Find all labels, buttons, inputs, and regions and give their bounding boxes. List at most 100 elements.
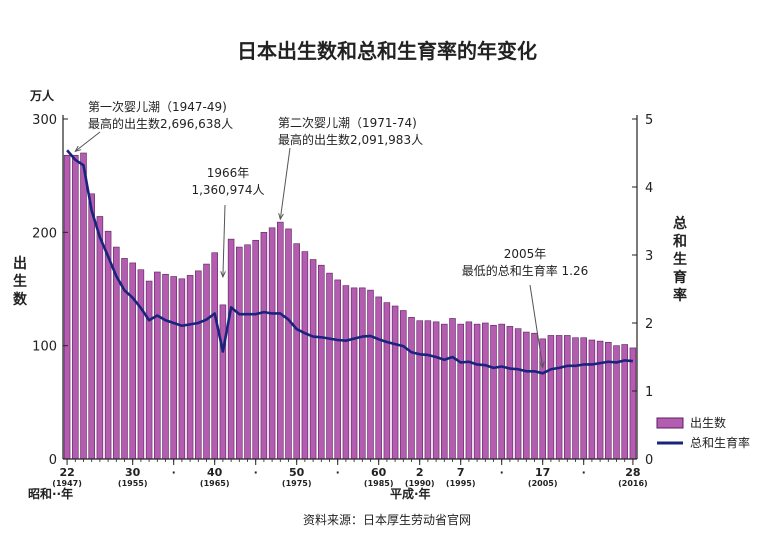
annotation-text: 2005年 xyxy=(504,247,547,261)
right-tick-label: 2 xyxy=(645,317,653,332)
birth-bar-1952 xyxy=(104,230,112,460)
x-tick-label: · xyxy=(336,466,340,479)
legend-bar-swatch xyxy=(656,417,684,429)
birth-bar-2001 xyxy=(506,326,514,460)
birth-bar-1988 xyxy=(400,310,407,460)
x-tick-label: 2 xyxy=(416,466,424,479)
birth-bar-1979 xyxy=(326,272,333,460)
birth-bar-1993 xyxy=(441,323,448,460)
birth-bar-1948 xyxy=(72,154,79,460)
birth-bar-1949 xyxy=(80,152,87,460)
x-tick-sublabel: (1990) xyxy=(405,479,435,488)
annotations: 第一次婴儿潮（1947-49) 最高的出生数2,696,638人 第二次婴儿潮（19… xyxy=(74,99,589,369)
birth-bar-1964 xyxy=(203,263,210,460)
right-axis-label-char: 率 xyxy=(673,287,687,304)
birth-bar-1970 xyxy=(252,239,259,460)
annotation-text: 第二次婴儿潮（1971-74) xyxy=(278,115,417,130)
birth-bar-1966 xyxy=(219,304,227,460)
x-tick-sublabel: (1965) xyxy=(200,479,230,488)
x-tick-sublabel: (2005) xyxy=(528,479,558,488)
birth-bar-1999 xyxy=(490,324,497,460)
x-tick-label: · xyxy=(500,466,504,479)
x-tick-label: 28 xyxy=(625,466,640,479)
legend-bar-label: 出生数 xyxy=(690,415,726,430)
annotation-arrow xyxy=(529,284,544,368)
birth-bar-1986 xyxy=(383,302,391,460)
birth-bar-1962 xyxy=(186,275,194,460)
x-tick-label: 22 xyxy=(59,466,74,479)
birth-bar-1972 xyxy=(268,227,276,460)
left-tick-label: 300 xyxy=(32,113,57,128)
birth-bar-1965 xyxy=(211,252,218,460)
left-axis-label-char: 数 xyxy=(13,291,28,308)
x-tick-label: 17 xyxy=(535,466,550,479)
birth-bar-2007 xyxy=(555,335,563,460)
birth-bar-2013 xyxy=(605,341,612,460)
legend: 出生数 总和生育率 xyxy=(656,415,750,450)
birth-bar-2002 xyxy=(514,328,522,460)
birth-bar-1977 xyxy=(309,259,317,460)
birth-bar-1951 xyxy=(96,216,104,460)
birth-bar-1985 xyxy=(375,296,382,460)
x-tick-label: 7 xyxy=(457,466,465,479)
left-tick-label: 0 xyxy=(49,453,57,468)
birth-bar-2008 xyxy=(564,335,571,460)
birth-bar-1955 xyxy=(129,262,136,460)
birth-bar-1975 xyxy=(293,243,300,460)
birth-bar-1967 xyxy=(227,238,235,460)
birth-bar-1997 xyxy=(473,323,481,460)
source-note: 资料来源：日本厚生劳动省官网 xyxy=(303,512,471,527)
birth-bar-2010 xyxy=(580,337,587,460)
right-tick-label: 3 xyxy=(645,249,653,264)
birth-bar-2006 xyxy=(547,335,555,460)
annotation-arrowhead xyxy=(74,145,82,153)
right-tick-label: 4 xyxy=(645,181,653,196)
birth-bar-1958 xyxy=(154,271,161,460)
birth-bar-1996 xyxy=(465,321,473,460)
x-era-left-label: 昭和··年 xyxy=(28,486,73,501)
birth-bar-2003 xyxy=(523,331,530,460)
birth-bar-2004 xyxy=(531,332,538,460)
right-axis-label-char: 总 xyxy=(673,215,687,232)
x-tick-sublabel: (1995) xyxy=(446,479,476,488)
birth-bar-1980 xyxy=(334,279,341,460)
left-axis-unit: 万人 xyxy=(29,88,55,103)
birth-bar-1994 xyxy=(449,318,456,460)
annotation-text: 第一次婴儿潮（1947-49) xyxy=(88,99,227,114)
birth-bar-1992 xyxy=(432,321,440,460)
birth-bar-1989 xyxy=(408,317,415,460)
birth-bar-1950 xyxy=(88,193,95,460)
right-tick-label: 1 xyxy=(645,385,653,400)
birth-bar-2000 xyxy=(498,323,505,460)
annotation-text: 最低的总和生育率 1.26 xyxy=(462,263,589,278)
x-tick-label: 50 xyxy=(289,466,305,479)
birth-bar-1981 xyxy=(342,285,350,460)
chart-title: 日本出生数和总和生育率的年变化 xyxy=(237,39,537,63)
birth-bar-1947 xyxy=(63,154,71,460)
birth-bar-2011 xyxy=(588,339,596,460)
left-axis-label-char: 生 xyxy=(13,273,27,290)
left-axis-label-char: 出 xyxy=(13,255,27,272)
birth-bar-1991 xyxy=(424,320,432,460)
birth-bar-1960 xyxy=(170,276,177,460)
x-tick-label: 60 xyxy=(371,466,387,479)
right-axis-label-char: 育 xyxy=(673,269,687,286)
birth-bar-2009 xyxy=(572,337,579,460)
birth-bar-1998 xyxy=(482,322,489,460)
annotation-arrow xyxy=(222,204,226,277)
birth-bar-1973 xyxy=(277,221,284,460)
birth-bar-1983 xyxy=(359,287,366,460)
left-tick-label: 100 xyxy=(32,340,57,355)
right-axis-label-char: 和 xyxy=(673,234,687,250)
fertility-line xyxy=(66,149,634,375)
birth-bar-1968 xyxy=(236,246,243,460)
x-tick-sublabel: (1985) xyxy=(364,479,394,488)
birth-bars xyxy=(63,152,637,460)
birth-bar-2012 xyxy=(596,340,604,460)
fertility-line-layer xyxy=(66,149,634,375)
birth-bar-1961 xyxy=(178,278,186,460)
left-tick-label: 200 xyxy=(32,226,57,241)
x-tick-sublabel: (2016) xyxy=(618,479,648,488)
x-tick-label: · xyxy=(254,466,258,479)
